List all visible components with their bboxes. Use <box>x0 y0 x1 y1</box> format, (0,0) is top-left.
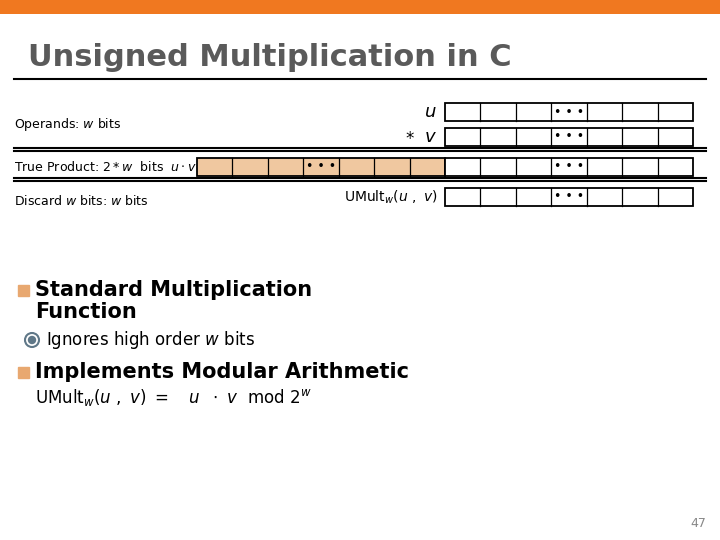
Text: $*$: $*$ <box>405 128 415 146</box>
Text: • • •: • • • <box>554 160 584 173</box>
Bar <box>18 367 29 377</box>
Bar <box>445 128 693 146</box>
Bar <box>0 0 720 14</box>
Text: Unsigned Multiplication in C: Unsigned Multiplication in C <box>28 43 512 71</box>
Bar <box>197 158 445 176</box>
Bar <box>18 285 29 295</box>
Text: $u$: $u$ <box>424 103 437 121</box>
Text: • • •: • • • <box>306 160 336 173</box>
Text: Operands: $w$ bits: Operands: $w$ bits <box>14 116 121 133</box>
Text: True Product: $2*w$  bits  $u \cdot v$: True Product: $2*w$ bits $u \cdot v$ <box>14 160 197 174</box>
Text: Ignores high order $w$ bits: Ignores high order $w$ bits <box>46 329 255 351</box>
Circle shape <box>29 336 35 343</box>
Text: • • •: • • • <box>554 131 584 144</box>
Text: $\mathrm{UMult}_w(u\ ,\ v)$: $\mathrm{UMult}_w(u\ ,\ v)$ <box>343 188 437 206</box>
Text: • • •: • • • <box>554 105 584 118</box>
Text: Implements Modular Arithmetic: Implements Modular Arithmetic <box>35 362 409 382</box>
Text: $v$: $v$ <box>424 128 437 146</box>
Text: Standard Multiplication: Standard Multiplication <box>35 280 312 300</box>
Text: • • •: • • • <box>554 191 584 204</box>
Text: 47: 47 <box>690 517 706 530</box>
Text: $\mathrm{UMult}_w(u\ ,\ v)\ =\quad u\ \ \cdot\ v\ \ \mathrm{mod}\ 2^w$: $\mathrm{UMult}_w(u\ ,\ v)\ =\quad u\ \ … <box>35 388 312 408</box>
Text: Function: Function <box>35 302 137 322</box>
Bar <box>445 103 693 121</box>
Bar <box>445 158 693 176</box>
Text: Discard $w$ bits: $w$ bits: Discard $w$ bits: $w$ bits <box>14 194 149 208</box>
Bar <box>445 188 693 206</box>
